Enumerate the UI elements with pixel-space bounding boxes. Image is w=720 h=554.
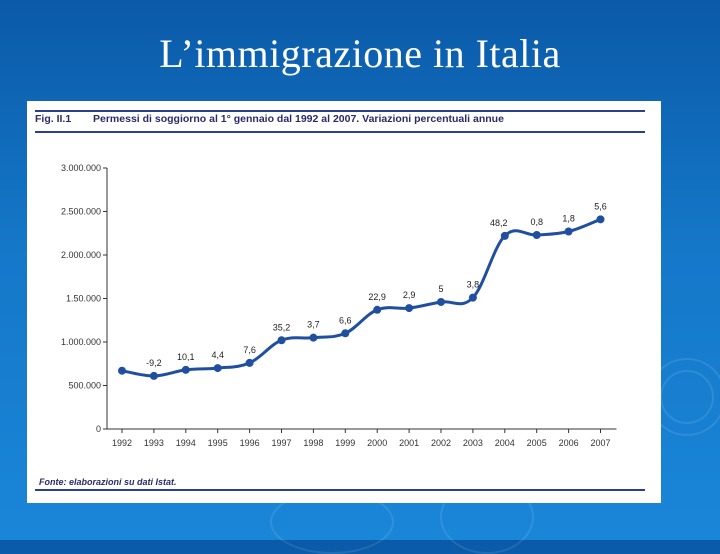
figure-header: Fig. II.1 Permessi di soggiorno al 1° gen… bbox=[35, 113, 653, 130]
x-tick-label: 2005 bbox=[527, 438, 547, 448]
y-tick-label: 0 bbox=[96, 424, 101, 434]
x-tick-label: 2002 bbox=[431, 438, 451, 448]
figure-source: Fonte: elaborazioni su dati Istat. bbox=[39, 477, 177, 487]
data-point bbox=[309, 333, 318, 342]
x-tick-label: 2006 bbox=[559, 438, 579, 448]
x-tick-label: 1996 bbox=[240, 438, 260, 448]
data-point bbox=[373, 305, 382, 314]
chart: 0 500.000 1.000.000 1.50.000 2.000.000 2.500.… bbox=[35, 110, 645, 491]
data-point bbox=[500, 231, 509, 240]
data-label: 5,6 bbox=[594, 201, 607, 211]
data-point bbox=[341, 329, 350, 338]
x-tick-label: 2003 bbox=[463, 438, 483, 448]
data-label: 7,6 bbox=[243, 345, 256, 355]
data-point bbox=[245, 358, 254, 367]
data-point bbox=[437, 297, 445, 306]
x-tick-label: 1993 bbox=[144, 438, 164, 448]
figure-caption: Permessi di soggiorno al 1° gennaio dal … bbox=[93, 113, 504, 125]
slide-title: L’immigrazione in Italia bbox=[159, 31, 561, 76]
x-tick-label: 2004 bbox=[495, 438, 515, 448]
data-label: 10,1 bbox=[177, 352, 195, 362]
data-label: 3,7 bbox=[307, 320, 320, 330]
x-tick-label: 1998 bbox=[303, 438, 323, 448]
data-point bbox=[181, 365, 190, 374]
x-tick-label: 2000 bbox=[367, 438, 387, 448]
data-label: 48,2 bbox=[490, 218, 508, 228]
data-label: 1,8 bbox=[562, 214, 575, 224]
data-point bbox=[213, 364, 222, 373]
x-tick-label: 1997 bbox=[271, 438, 291, 448]
data-label: -9,2 bbox=[146, 358, 162, 368]
data-label: 6,6 bbox=[339, 315, 352, 325]
data-label: 3,8 bbox=[467, 280, 480, 290]
chart-panel: Fig. II.1 Permessi di soggiorno al 1° gen… bbox=[27, 101, 661, 503]
data-point bbox=[564, 227, 573, 236]
data-point bbox=[118, 366, 126, 375]
y-tick-label: 1.000.000 bbox=[61, 337, 101, 347]
data-point bbox=[468, 293, 477, 302]
data-label: 4,4 bbox=[211, 350, 224, 360]
data-point bbox=[532, 230, 541, 239]
data-label: 2,9 bbox=[403, 290, 416, 300]
data-label: 22,9 bbox=[368, 292, 386, 302]
figure-number: Fig. II.1 bbox=[35, 113, 72, 125]
x-tick-label: 1995 bbox=[208, 438, 228, 448]
data-point bbox=[277, 336, 286, 345]
x-tick-label: 1992 bbox=[112, 438, 132, 448]
y-tick-label: 3.000.000 bbox=[61, 163, 101, 173]
data-label: 35,2 bbox=[273, 322, 291, 332]
series-line bbox=[121, 217, 602, 378]
x-tick-label: 1994 bbox=[176, 438, 196, 448]
data-point bbox=[596, 215, 605, 224]
x-tick-label: 2007 bbox=[590, 438, 610, 448]
data-point bbox=[149, 371, 158, 380]
data-point bbox=[405, 304, 414, 313]
y-tick-label: 2.500.000 bbox=[61, 207, 101, 217]
y-tick-label: 500.000 bbox=[68, 381, 101, 391]
y-tick-label: 2.000.000 bbox=[61, 250, 101, 260]
y-tick-label: 1.50.000 bbox=[66, 294, 101, 304]
x-tick-label: 1999 bbox=[335, 438, 355, 448]
x-tick-label: 2001 bbox=[399, 438, 419, 448]
data-label: 0,8 bbox=[530, 217, 543, 227]
data-label: 5 bbox=[438, 284, 443, 294]
